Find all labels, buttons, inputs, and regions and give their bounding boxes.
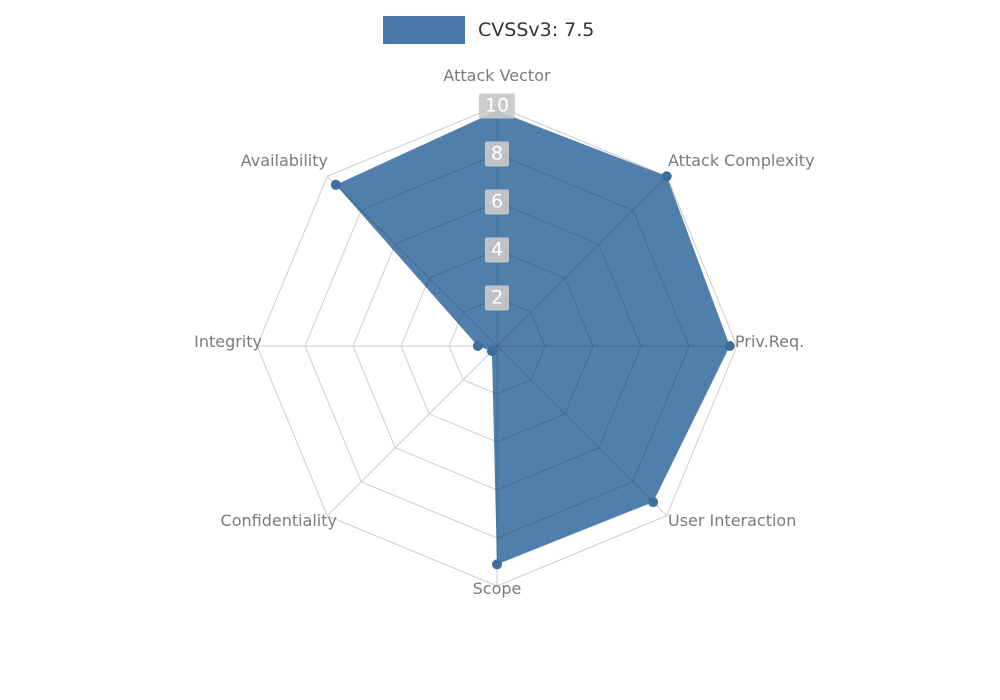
axis-label-priv-req: Priv.Req. <box>735 332 805 351</box>
radial-tick-6: 6 <box>484 189 510 215</box>
axis-label-user-interaction: User Interaction <box>668 511 797 530</box>
axis-label-confidentiality: Confidentiality <box>220 511 337 530</box>
chart-legend[interactable]: CVSSv3: 7.5 <box>383 16 594 44</box>
axis-label-availability: Availability <box>240 151 328 170</box>
series-point-4 <box>492 559 502 570</box>
series-polygon <box>335 110 730 565</box>
legend-swatch <box>383 16 465 44</box>
axis-label-attack-complexity: Attack Complexity <box>668 151 815 170</box>
radial-tick-2: 2 <box>484 285 510 311</box>
axis-label-integrity: Integrity <box>194 332 262 351</box>
series-point-5 <box>486 346 497 357</box>
series-point-1 <box>661 171 672 182</box>
radial-tick-4: 4 <box>484 237 510 263</box>
series-points <box>330 105 735 570</box>
series-point-7 <box>330 179 341 190</box>
legend-label: CVSSv3: 7.5 <box>478 19 595 41</box>
series-point-2 <box>724 341 735 351</box>
axis-label-scope: Scope <box>472 579 522 598</box>
radial-tick-10: 10 <box>478 93 516 119</box>
axis-label-attack-vector: Attack Vector <box>443 66 551 85</box>
series-point-6 <box>472 341 483 351</box>
series-point-3 <box>648 497 659 508</box>
radial-tick-8: 8 <box>484 141 510 167</box>
